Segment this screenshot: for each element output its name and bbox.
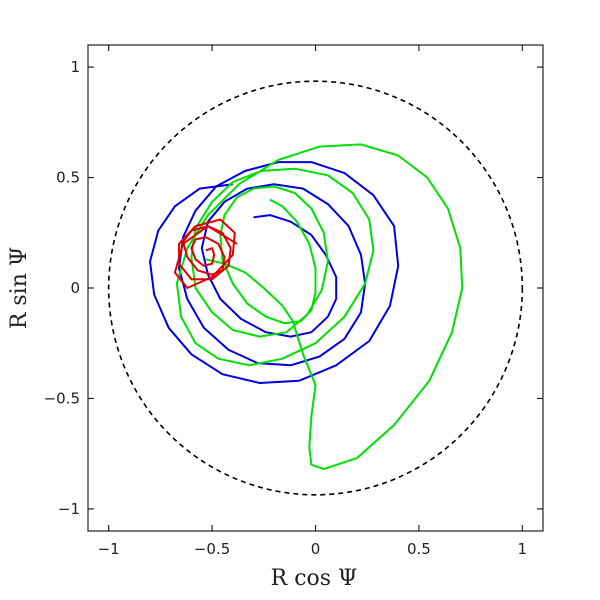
- y-tick-label: −1: [58, 500, 80, 518]
- x-tick-label: −0.5: [194, 540, 230, 558]
- series-line-3: [173, 218, 238, 289]
- x-tick-label: 0: [311, 540, 321, 558]
- y-tick-label: 0: [70, 279, 80, 297]
- ticks-layer: −1 −0.5 0 0.5 1 −1 −0.5 0 0.5 1: [44, 45, 543, 558]
- x-tick-label: 0.5: [407, 540, 431, 558]
- plot-area: [107, 80, 524, 496]
- y-tick-label: 0.5: [56, 169, 80, 187]
- series-layer: [149, 143, 464, 471]
- reference-unit-circle: [107, 80, 524, 496]
- y-tick-label: 1: [70, 58, 80, 76]
- y-tick-label: −0.5: [44, 389, 80, 407]
- x-tick-label: −1: [98, 540, 120, 558]
- x-tick-label: 1: [518, 540, 528, 558]
- x-axis-label: R cos Ψ: [271, 566, 358, 591]
- y-axis-label: R sin Ψ: [7, 247, 32, 329]
